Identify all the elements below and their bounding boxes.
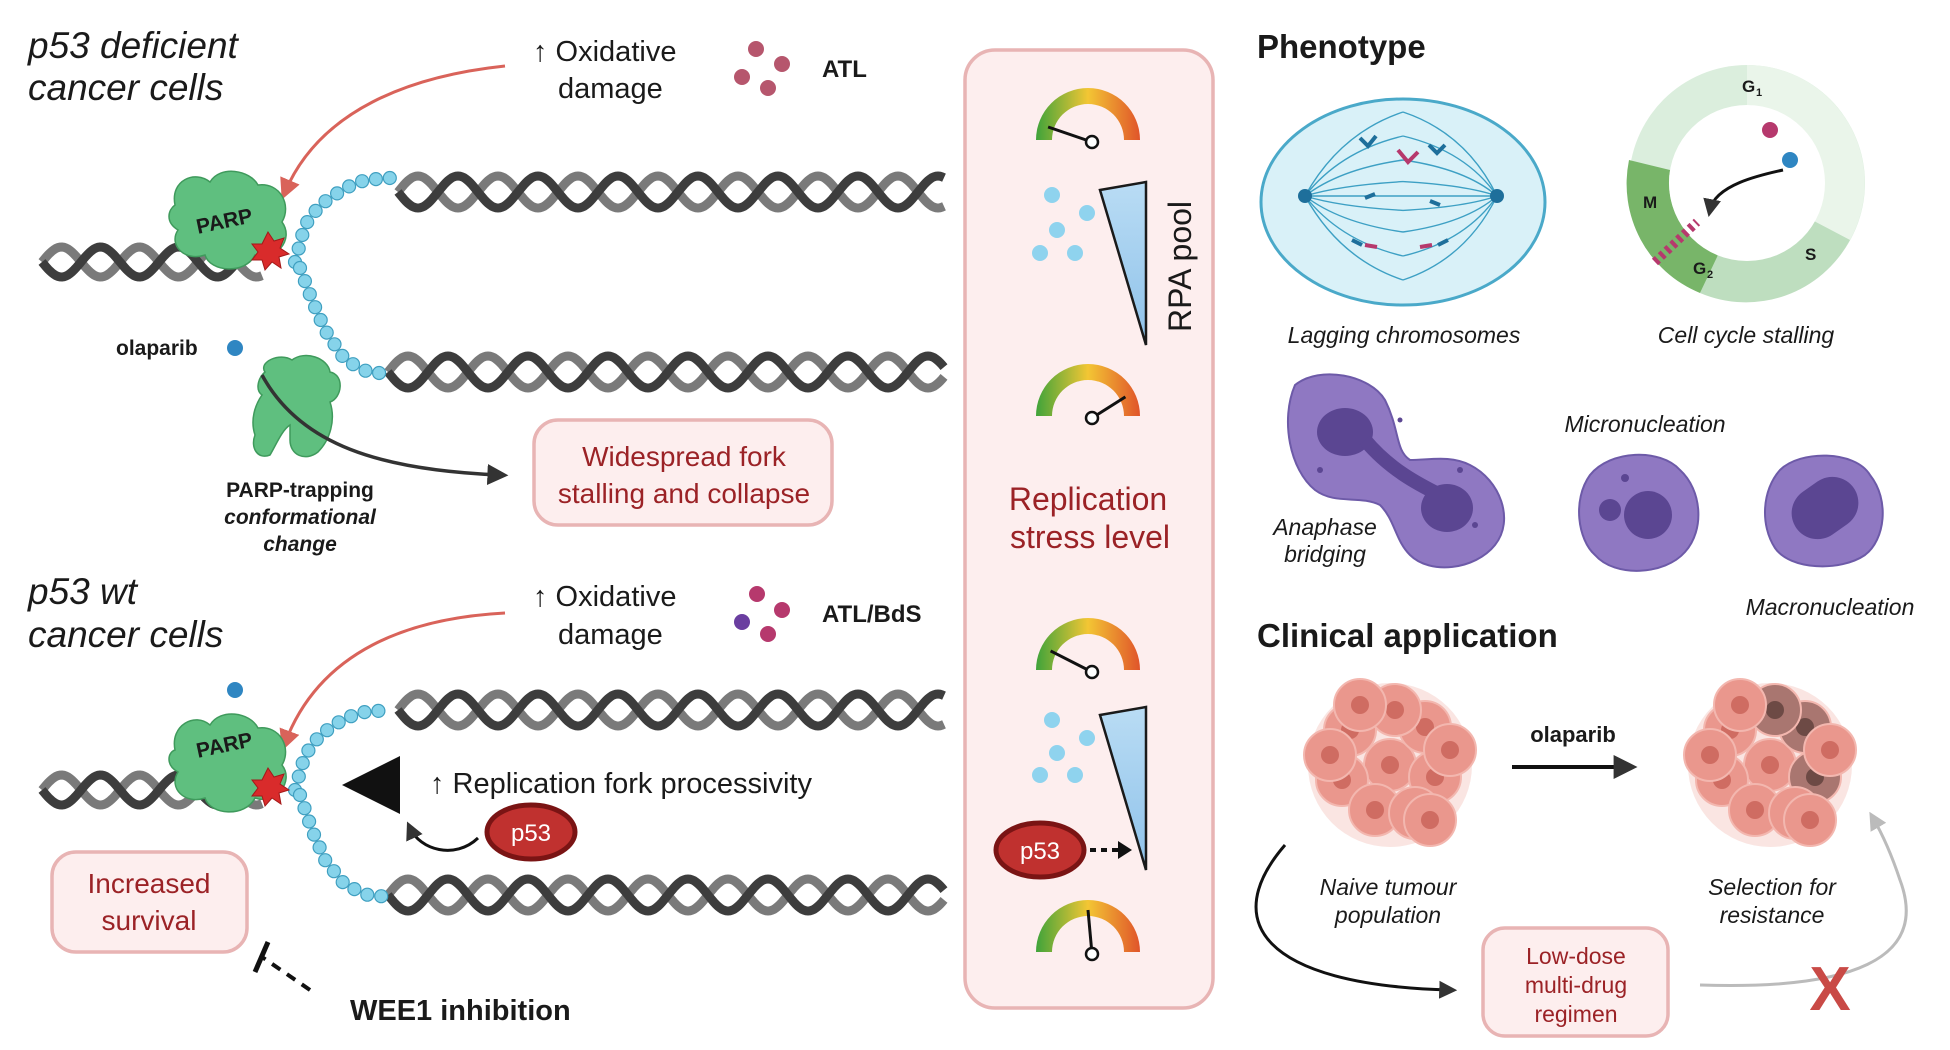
olaparib-label-top: olaparib — [116, 337, 198, 360]
trap-label-line3: change — [263, 533, 337, 556]
survival-line2: survival — [102, 905, 197, 936]
trap-label-line2: conformational — [224, 506, 377, 529]
phenotype-title: Phenotype — [1257, 28, 1426, 65]
macronucleation-caption: Macronucleation — [1746, 594, 1915, 620]
micronucleation-caption: Micronucleation — [1564, 411, 1725, 437]
regimen-line3: regimen — [1534, 1001, 1617, 1027]
p53-label-middle: p53 — [1020, 838, 1060, 865]
cell-cycle-icon: G 1 S G 2 M — [1626, 65, 1865, 303]
oxidative-damage-line1: ↑ Oxidative — [533, 36, 676, 68]
dna-upper-duplex — [394, 171, 946, 213]
oxidative-damage-arrow — [280, 64, 506, 200]
stress-gauge-1 — [1036, 88, 1140, 150]
outcome-line2: stalling and collapse — [558, 478, 810, 509]
naive-line2: population — [1334, 902, 1441, 928]
trap-label-line1: PARP-trapping — [226, 479, 374, 502]
regimen-line1: Low-dose — [1526, 943, 1626, 969]
macronucleus-cell-icon — [1764, 454, 1884, 568]
phase-m-label: M — [1643, 193, 1657, 212]
clinical-title: Clinical application — [1257, 617, 1558, 654]
oxidative-damage-line1-bottom: ↑ Oxidative — [533, 581, 676, 613]
stress-gauge-2 — [1036, 364, 1140, 426]
resistant-tumour-icon — [1683, 678, 1857, 847]
stress-label-line2: stress level — [1010, 519, 1170, 555]
oxidative-damage-line2-bottom: damage — [558, 619, 663, 651]
phase-g1-label: G — [1742, 77, 1755, 96]
rpa-coated-strand-bottom — [287, 703, 389, 904]
dna-lesion-icon-bottom — [251, 767, 291, 808]
p53-label-bottom: p53 — [511, 820, 551, 847]
block-x-mark: X — [1809, 955, 1850, 1024]
blocked-resistance-arrow — [1699, 811, 1908, 988]
replication-stress-panel: RPA pool Replication stress level p53 — [963, 48, 1215, 1010]
lagging-caption: Lagging chromosomes — [1288, 322, 1521, 348]
phase-g2-sub: 2 — [1707, 269, 1713, 281]
processivity-triangle-icon — [342, 756, 400, 814]
atl-bds-label: ATL/BdS — [822, 601, 922, 628]
rpa-pool-icon-bottom — [1032, 705, 1148, 871]
phase-s-label: S — [1805, 245, 1816, 264]
phenotype-section: Phenotype Lagging chromosomes G 1 S G — [1257, 28, 1914, 620]
fork-collapse-box: Widespread fork stalling and collapse — [532, 418, 834, 527]
anaphase-line1: Anaphase — [1271, 514, 1377, 540]
selection-line1: Selection for — [1708, 874, 1837, 900]
survival-box: Increased survival — [50, 850, 249, 954]
rpa-pool-label: RPA pool — [1162, 201, 1198, 332]
phase-g1-sub: 1 — [1756, 87, 1762, 99]
dna-upper-duplex-bottom — [394, 689, 946, 731]
anaphase-line2: bridging — [1284, 541, 1366, 567]
mitotic-spindle-icon — [1259, 97, 1547, 307]
olaparib-molecule-icon — [227, 340, 243, 356]
micronucleus-cell-icon — [1578, 453, 1700, 572]
processivity-label: ↑ Replication fork processivity — [430, 768, 812, 800]
phase-g2-label: G — [1693, 259, 1706, 278]
oxidative-damage-arrow-bottom — [279, 611, 506, 751]
outcome-line1: Widespread fork — [582, 441, 787, 472]
anaphase-bridge-cell-icon — [1286, 373, 1505, 569]
bottom-panel-title-line1: p53 wt — [27, 571, 139, 612]
selection-line2: resistance — [1720, 902, 1825, 928]
naive-tumour-icon — [1303, 678, 1477, 847]
dna-lower-duplex-bottom — [384, 874, 948, 916]
naive-line1: Naive tumour — [1320, 874, 1458, 900]
p53-dashed-arrowhead — [1118, 841, 1132, 859]
top-panel-title-line1: p53 deficient — [27, 25, 240, 66]
regimen-box: Low-dose multi-drug regimen — [1481, 926, 1670, 1038]
atl-bds-molecule-icon — [734, 586, 790, 642]
dna-lesion-icon — [251, 231, 291, 272]
trap-to-collapse-arrow — [260, 374, 509, 485]
dna-lower-duplex — [384, 351, 948, 393]
olaparib-label-clinical: olaparib — [1530, 722, 1616, 747]
trapped-parp-icon — [252, 354, 341, 458]
survival-line1: Increased — [88, 868, 211, 899]
atl-molecule-icon — [734, 41, 790, 96]
clinical-section: Clinical application olaparib Naive tumo… — [1254, 617, 1908, 1038]
top-panel-title-line2: cancer cells — [28, 67, 223, 108]
stress-gauge-4 — [1036, 900, 1140, 962]
oxidative-damage-line2: damage — [558, 73, 663, 105]
stress-label-line1: Replication — [1009, 481, 1167, 517]
rpa-pool-icon-top — [1032, 180, 1148, 346]
p53-protein-icon: p53 — [484, 802, 578, 862]
cellcycle-caption: Cell cycle stalling — [1658, 322, 1835, 348]
p53-to-fork-arrow — [406, 821, 480, 852]
regimen-line2: multi-drug — [1525, 972, 1627, 998]
olaparib-molecule-icon-bottom — [227, 682, 243, 698]
bottom-panel-title-line2: cancer cells — [28, 614, 223, 655]
stress-gauge-3 — [1036, 618, 1140, 680]
regimen-arrow — [1254, 844, 1458, 999]
wee1-inhibition-symbol — [252, 941, 312, 992]
top-panel: p53 deficient cancer cells ↑ Oxidative d… — [27, 25, 948, 556]
wee1-label: WEE1 inhibition — [350, 995, 571, 1027]
rpa-coated-strand — [287, 170, 397, 381]
atl-label: ATL — [822, 56, 867, 83]
parp-enzyme-icon-bottom: PARP — [168, 713, 287, 813]
p53-protein-icon-middle: p53 — [993, 820, 1087, 880]
bottom-panel: p53 wt cancer cells ↑ Oxidative damage A… — [27, 571, 948, 1027]
